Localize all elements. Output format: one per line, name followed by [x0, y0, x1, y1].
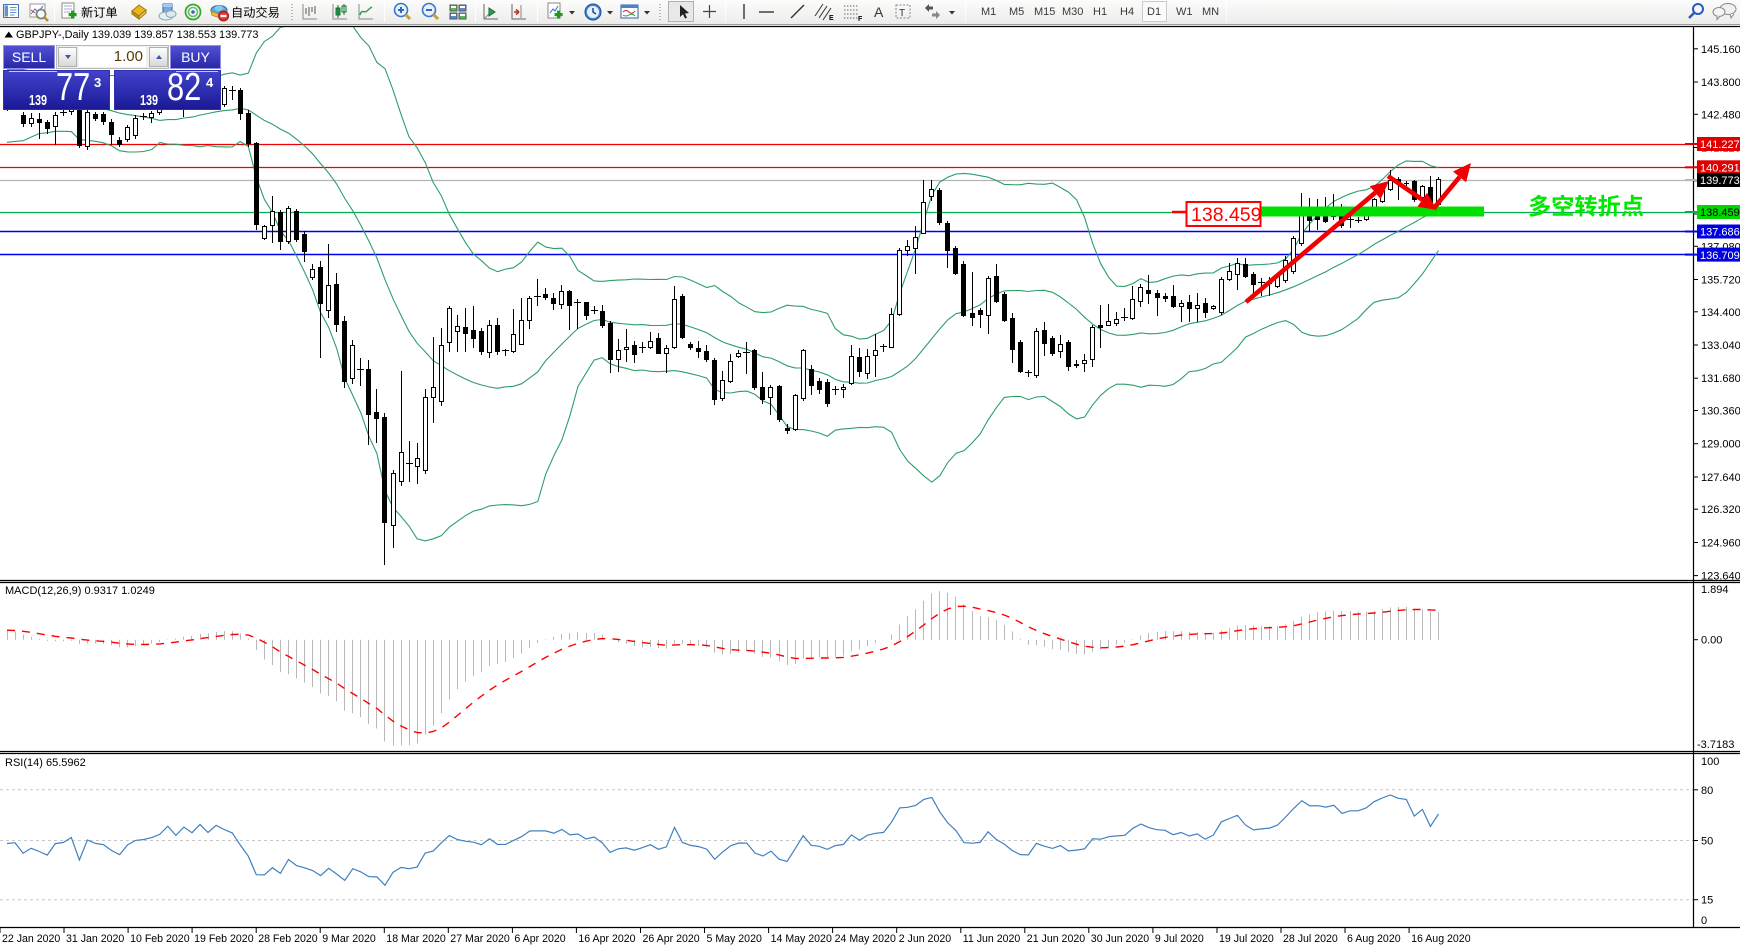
svg-text:19 Jul 2020: 19 Jul 2020 — [1219, 933, 1274, 945]
svg-text:123.640: 123.640 — [1701, 571, 1740, 583]
svg-text:133.040: 133.040 — [1701, 340, 1740, 352]
svg-text:-3.7183: -3.7183 — [1697, 739, 1734, 751]
svg-text:9 Mar 2020: 9 Mar 2020 — [322, 933, 376, 945]
svg-text:145.160: 145.160 — [1701, 44, 1740, 56]
svg-text:124.960: 124.960 — [1701, 538, 1740, 550]
svg-text:2 Jun 2020: 2 Jun 2020 — [899, 933, 952, 945]
svg-text:1.894: 1.894 — [1701, 584, 1729, 596]
svg-text:15: 15 — [1701, 895, 1713, 907]
svg-text:126.320: 126.320 — [1701, 504, 1740, 516]
svg-text:19 Feb 2020: 19 Feb 2020 — [194, 933, 254, 945]
svg-text:31 Jan 2020: 31 Jan 2020 — [66, 933, 124, 945]
svg-text:0.00: 0.00 — [1701, 635, 1722, 647]
svg-text:135.720: 135.720 — [1701, 275, 1740, 287]
svg-text:139.773: 139.773 — [1700, 175, 1740, 187]
svg-text:28 Feb 2020: 28 Feb 2020 — [258, 933, 318, 945]
svg-text:138.459: 138.459 — [1191, 204, 1262, 226]
svg-text:100: 100 — [1701, 756, 1719, 768]
svg-text:137.686: 137.686 — [1700, 227, 1740, 239]
svg-text:A: A — [874, 4, 884, 20]
svg-text:14 May 2020: 14 May 2020 — [771, 933, 832, 945]
svg-text:9 Jul 2020: 9 Jul 2020 — [1155, 933, 1204, 945]
svg-text:30 Jun 2020: 30 Jun 2020 — [1091, 933, 1149, 945]
svg-text:6 Aug 2020: 6 Aug 2020 — [1347, 933, 1401, 945]
svg-text:131.680: 131.680 — [1701, 373, 1740, 385]
svg-text:11 Jun 2020: 11 Jun 2020 — [963, 933, 1021, 945]
svg-text:22 Jan 2020: 22 Jan 2020 — [2, 933, 60, 945]
svg-text:E: E — [829, 15, 834, 22]
svg-text:F: F — [858, 16, 863, 22]
svg-text:18 Mar 2020: 18 Mar 2020 — [386, 933, 446, 945]
svg-text:28 Jul 2020: 28 Jul 2020 — [1283, 933, 1338, 945]
svg-text:142.480: 142.480 — [1701, 109, 1740, 121]
svg-text:16 Aug 2020: 16 Aug 2020 — [1411, 933, 1471, 945]
svg-text:140.291: 140.291 — [1700, 163, 1740, 175]
svg-text:T: T — [899, 8, 905, 19]
svg-text:RSI(14) 65.5962: RSI(14) 65.5962 — [5, 757, 86, 769]
svg-text:MACD(12,26,9) 0.9317 1.0249: MACD(12,26,9) 0.9317 1.0249 — [5, 585, 155, 597]
svg-text:141.227: 141.227 — [1700, 139, 1740, 151]
svg-text:136.709: 136.709 — [1700, 250, 1740, 262]
svg-text:21 Jun 2020: 21 Jun 2020 — [1027, 933, 1085, 945]
svg-text:6 Apr 2020: 6 Apr 2020 — [514, 933, 565, 945]
svg-text:0: 0 — [1701, 915, 1707, 927]
svg-text:127.640: 127.640 — [1701, 472, 1740, 484]
svg-text:134.400: 134.400 — [1701, 307, 1740, 319]
svg-text:129.000: 129.000 — [1701, 439, 1740, 451]
svg-text:5 May 2020: 5 May 2020 — [707, 933, 762, 945]
svg-text:143.800: 143.800 — [1701, 77, 1740, 89]
svg-text:80: 80 — [1701, 785, 1713, 797]
svg-text:26 Apr 2020: 26 Apr 2020 — [643, 933, 700, 945]
svg-text:130.360: 130.360 — [1701, 406, 1740, 418]
svg-text:24 May 2020: 24 May 2020 — [835, 933, 896, 945]
svg-text:27 Mar 2020: 27 Mar 2020 — [450, 933, 510, 945]
svg-text:16 Apr 2020: 16 Apr 2020 — [578, 933, 635, 945]
svg-text:10 Feb 2020: 10 Feb 2020 — [130, 933, 190, 945]
svg-text:50: 50 — [1701, 836, 1713, 848]
svg-text:138.459: 138.459 — [1700, 207, 1740, 219]
svg-text:GBPJPY-,Daily 139.039 139.857: GBPJPY-,Daily 139.039 139.857 138.553 13… — [16, 29, 258, 41]
